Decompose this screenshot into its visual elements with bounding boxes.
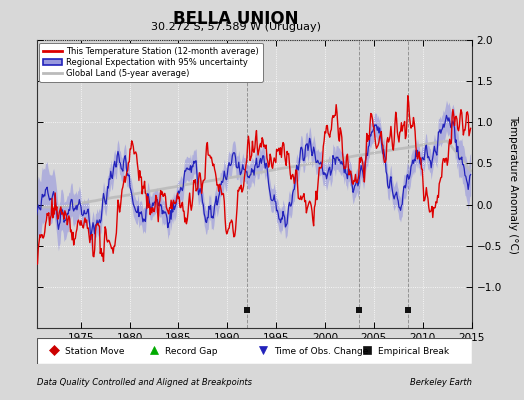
Text: Berkeley Earth: Berkeley Earth [410, 378, 472, 387]
Text: Station Move: Station Move [65, 346, 124, 356]
Text: Time of Obs. Change: Time of Obs. Change [274, 346, 368, 356]
Text: Empirical Break: Empirical Break [378, 346, 449, 356]
Text: Data Quality Controlled and Aligned at Breakpoints: Data Quality Controlled and Aligned at B… [37, 378, 252, 387]
Text: 30.272 S, 57.589 W (Uruguay): 30.272 S, 57.589 W (Uruguay) [151, 22, 321, 32]
Text: Record Gap: Record Gap [165, 346, 217, 356]
Y-axis label: Temperature Anomaly (°C): Temperature Anomaly (°C) [508, 114, 518, 254]
Legend: This Temperature Station (12-month average), Regional Expectation with 95% uncer: This Temperature Station (12-month avera… [39, 42, 263, 82]
Text: BELLA UNION: BELLA UNION [173, 10, 299, 28]
